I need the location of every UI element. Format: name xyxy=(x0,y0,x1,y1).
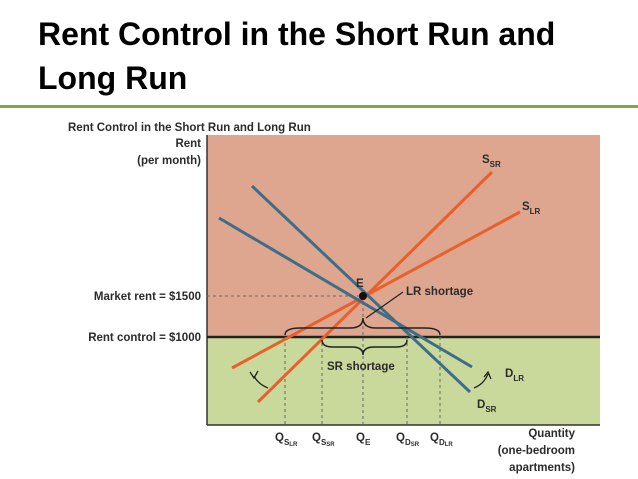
q: Q xyxy=(430,432,439,444)
curve-name: D xyxy=(505,368,513,380)
shift-arrow xyxy=(473,373,489,389)
quantity-guides xyxy=(284,296,441,425)
q-sub: E xyxy=(365,438,371,447)
equilibrium-point xyxy=(359,292,367,300)
curve-sub: SR xyxy=(485,405,496,414)
below-control-area xyxy=(207,337,600,425)
title-rule xyxy=(0,105,638,108)
rent-control-label: Rent control = $1000 xyxy=(88,332,201,344)
diagram-title: Rent Control in the Short Run and Long R… xyxy=(68,122,311,134)
curve-sub: SR xyxy=(490,160,501,169)
curve-sub: LR xyxy=(530,207,541,216)
curve-name: S xyxy=(522,201,530,213)
q-sub: S xyxy=(284,438,290,447)
demand-lr xyxy=(218,216,473,369)
q-subsub: SR xyxy=(326,442,335,448)
sr-bracket xyxy=(321,339,408,356)
q-sub: D xyxy=(439,438,445,447)
shift-arrow-head xyxy=(483,370,492,380)
lr-bracket xyxy=(284,317,441,336)
above-control-area xyxy=(207,135,600,337)
slide-title: Rent Control in the Short Run and Long R… xyxy=(38,16,556,96)
x-axis-label: (one-bedroom xyxy=(498,445,575,457)
shift-arrow-head xyxy=(249,370,259,380)
q-sub: S xyxy=(321,438,327,447)
quantity-label: QE xyxy=(356,432,371,447)
annotation: LR shortage xyxy=(406,286,473,298)
quantity-label: QSLR xyxy=(275,432,298,448)
curve-label: SSR xyxy=(482,154,501,169)
supply-sr xyxy=(256,170,494,404)
x-axis-label: apartments) xyxy=(509,462,575,474)
x-axis-label: Quantity xyxy=(528,428,575,440)
q: Q xyxy=(356,432,365,444)
quantity-label: QSSR xyxy=(312,432,335,448)
lr-pointer xyxy=(365,291,404,319)
curve-label: DLR xyxy=(505,368,524,383)
q: Q xyxy=(396,432,405,444)
curve-label: DSR xyxy=(477,399,497,414)
q-subsub: LR xyxy=(289,442,298,448)
curve-name: S xyxy=(482,154,490,166)
q: Q xyxy=(312,432,321,444)
q-sub: D xyxy=(405,438,411,447)
demand-sr xyxy=(250,184,472,394)
y-axis-label: (per month) xyxy=(137,155,201,167)
quantity-label: QDSR xyxy=(396,432,420,448)
q-subsub: SR xyxy=(411,442,420,448)
curve-sub: LR xyxy=(513,374,524,383)
equilibrium-label: E xyxy=(356,278,364,290)
q-subsub: LR xyxy=(445,442,454,448)
supply-lr xyxy=(231,210,521,370)
curve-name: D xyxy=(477,399,485,411)
curve-label: SLR xyxy=(522,201,541,216)
quantity-label: QDLR xyxy=(430,432,453,448)
annotation: SR shortage xyxy=(327,361,395,373)
market-rent-label: Market rent = $1500 xyxy=(94,291,201,303)
q: Q xyxy=(275,432,284,444)
y-axis-label: Rent xyxy=(175,138,201,150)
